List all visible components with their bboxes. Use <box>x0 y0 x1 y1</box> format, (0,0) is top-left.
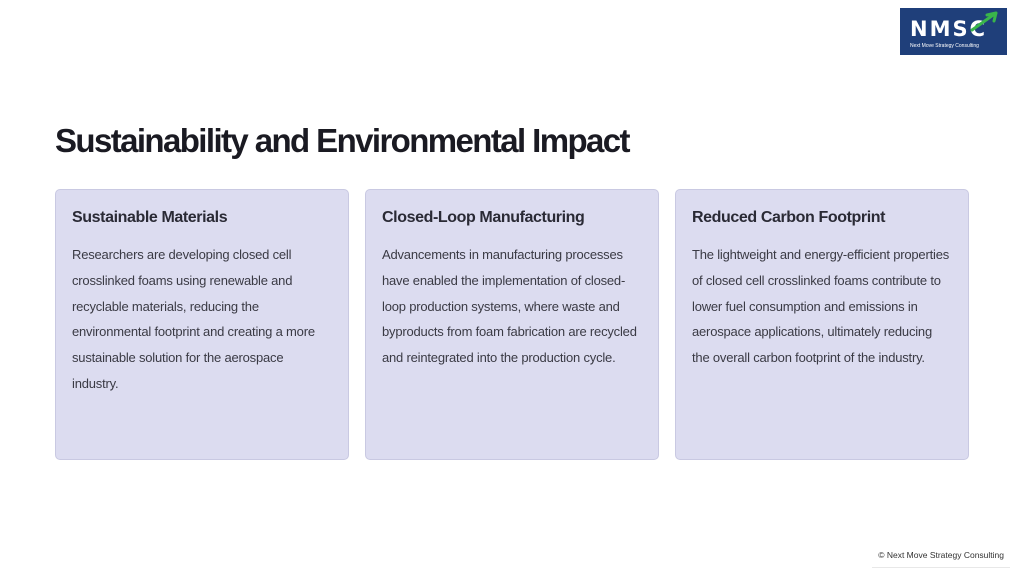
company-logo: NMSC Next Move Strategy Consulting <box>900 8 1007 55</box>
card-closed-loop-manufacturing: Closed-Loop Manufacturing Advancements i… <box>365 189 659 460</box>
arrow-icon <box>970 11 998 32</box>
card-title: Reduced Carbon Footprint <box>692 209 886 226</box>
card-title: Closed-Loop Manufacturing <box>382 209 585 226</box>
card-body: Researchers are developing closed cell c… <box>72 247 315 391</box>
logo-tagline: Next Move Strategy Consulting <box>910 43 979 49</box>
card-reduced-carbon-footprint: Reduced Carbon Footprint The lightweight… <box>675 189 969 460</box>
page-title: Sustainability and Environmental Impact <box>55 122 631 159</box>
card-body: Advancements in manufacturing processes … <box>382 247 637 366</box>
card-body: The lightweight and energy-efficient pro… <box>692 247 950 366</box>
copyright-footer: © Next Move Strategy Consulting <box>872 548 1010 568</box>
card-title: Sustainable Materials <box>72 209 228 226</box>
card-sustainable-materials: Sustainable Materials Researchers are de… <box>55 189 349 460</box>
